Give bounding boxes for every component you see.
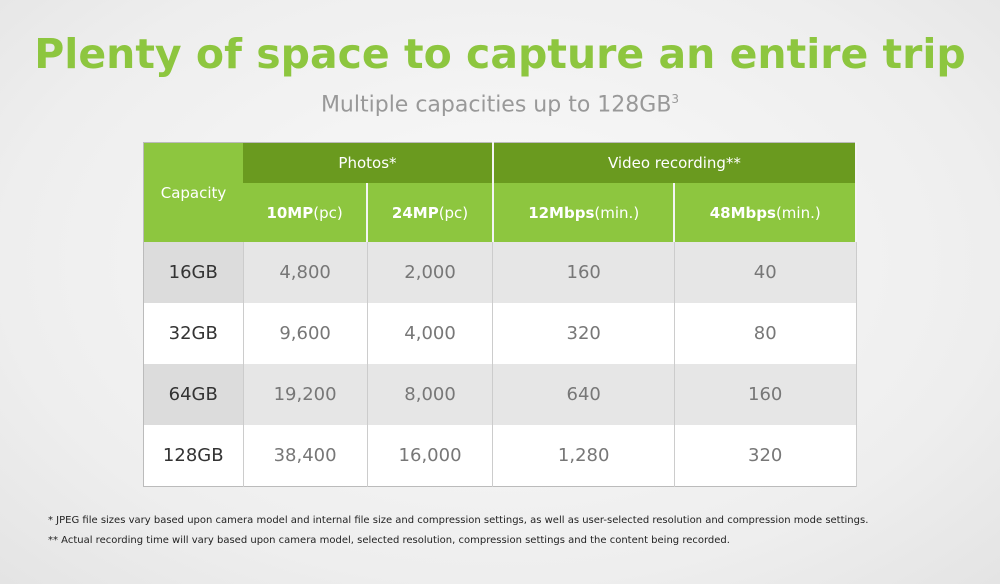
footnote: ** Actual recording time will vary based… bbox=[48, 535, 730, 546]
corner-header: Capacity bbox=[143, 142, 243, 242]
capacity-cell: 16GB bbox=[143, 242, 244, 303]
subtitle-sup: 3 bbox=[671, 92, 680, 106]
column-header: 48Mbps(min.) bbox=[674, 183, 857, 242]
value-cell: 8,000 bbox=[367, 364, 494, 425]
column-name: 48Mbps bbox=[709, 203, 776, 222]
capacity-cell: 128GB bbox=[143, 425, 244, 487]
column-header: 24MP(pc) bbox=[367, 183, 494, 242]
column-header: 10MP(pc) bbox=[243, 183, 369, 242]
value-cell: 38,400 bbox=[243, 425, 368, 487]
column-unit: (min.) bbox=[594, 203, 640, 222]
value-cell: 80 bbox=[674, 303, 857, 364]
value-cell: 9,600 bbox=[243, 303, 368, 364]
capacity-cell: 32GB bbox=[143, 303, 244, 364]
column-unit: (pc) bbox=[313, 203, 343, 222]
capacity-table: Capacity Photos* Video recording** 10MP(… bbox=[143, 142, 858, 487]
table-row: 128GB 38,400 16,000 1,280 320 bbox=[143, 425, 857, 487]
table-row: 32GB 9,600 4,000 320 80 bbox=[143, 303, 857, 364]
value-cell: 1,280 bbox=[492, 425, 675, 487]
column-name: 12Mbps bbox=[528, 203, 595, 222]
value-cell: 160 bbox=[674, 364, 857, 425]
value-cell: 40 bbox=[674, 242, 857, 303]
value-cell: 19,200 bbox=[243, 364, 368, 425]
value-cell: 4,800 bbox=[243, 242, 368, 303]
value-cell: 4,000 bbox=[367, 303, 494, 364]
column-unit: (min.) bbox=[775, 203, 821, 222]
column-header: 12Mbps(min.) bbox=[492, 183, 676, 242]
value-cell: 16,000 bbox=[367, 425, 494, 487]
group-header: Video recording** bbox=[492, 142, 858, 183]
value-cell: 640 bbox=[492, 364, 675, 425]
subtitle: Multiple capacities up to 128GB3 bbox=[0, 92, 1000, 117]
column-name: 24MP bbox=[391, 203, 439, 222]
value-cell: 320 bbox=[674, 425, 857, 487]
footnote: * JPEG file sizes vary based upon camera… bbox=[48, 515, 869, 526]
table-row: 64GB 19,200 8,000 640 160 bbox=[143, 364, 857, 425]
capacity-cell: 64GB bbox=[143, 364, 244, 425]
column-unit: (pc) bbox=[438, 203, 469, 222]
value-cell: 320 bbox=[492, 303, 675, 364]
column-name: 10MP bbox=[266, 203, 314, 222]
value-cell: 160 bbox=[492, 242, 675, 303]
title: Plenty of space to capture an entire tri… bbox=[34, 30, 966, 78]
subtitle-text: Multiple capacities up to 128GB bbox=[320, 92, 672, 118]
value-cell: 2,000 bbox=[367, 242, 494, 303]
group-header: Photos* bbox=[243, 142, 494, 183]
table-row: 16GB 4,800 2,000 160 40 bbox=[143, 242, 857, 303]
